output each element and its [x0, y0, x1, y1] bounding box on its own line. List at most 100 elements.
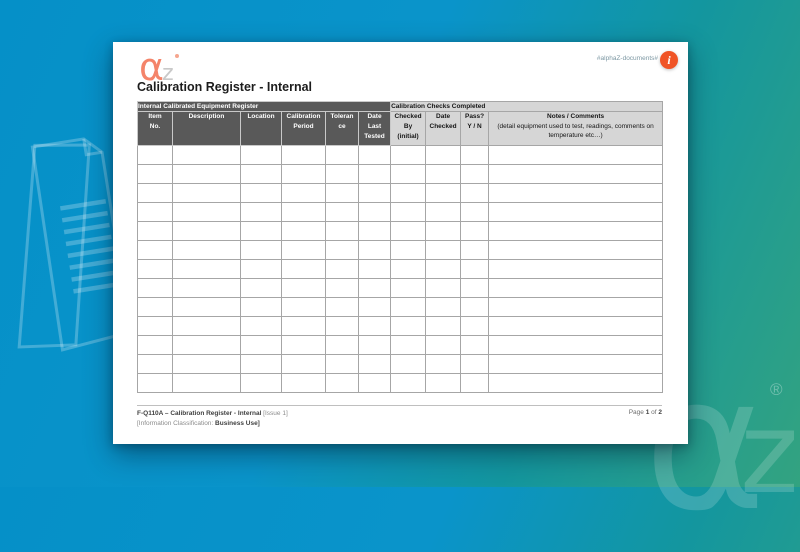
table-cell[interactable]	[390, 259, 427, 279]
table-cell[interactable]	[281, 335, 326, 355]
table-cell[interactable]	[460, 145, 490, 165]
table-cell[interactable]	[325, 297, 359, 317]
table-cell[interactable]	[325, 240, 359, 260]
table-cell[interactable]	[240, 335, 282, 355]
table-cell[interactable]	[460, 373, 490, 393]
table-cell[interactable]	[357, 316, 392, 336]
table-cell[interactable]	[357, 297, 392, 317]
table-cell[interactable]	[281, 202, 326, 222]
table-cell[interactable]	[425, 145, 462, 165]
table-cell[interactable]	[240, 221, 282, 241]
table-cell[interactable]	[488, 354, 664, 374]
table-cell[interactable]	[137, 202, 173, 222]
table-cell[interactable]	[325, 259, 359, 279]
table-cell[interactable]	[460, 335, 490, 355]
table-cell[interactable]	[425, 297, 462, 317]
table-cell[interactable]	[240, 145, 282, 165]
table-cell[interactable]	[325, 145, 359, 165]
table-cell[interactable]	[137, 335, 173, 355]
table-cell[interactable]	[460, 202, 490, 222]
table-cell[interactable]	[240, 259, 282, 279]
table-cell[interactable]	[357, 373, 392, 393]
table-cell[interactable]	[240, 297, 282, 317]
table-cell[interactable]	[390, 373, 427, 393]
table-cell[interactable]	[357, 202, 392, 222]
table-cell[interactable]	[240, 354, 282, 374]
table-cell[interactable]	[488, 202, 664, 222]
table-cell[interactable]	[425, 335, 462, 355]
table-cell[interactable]	[425, 259, 462, 279]
table-cell[interactable]	[137, 259, 173, 279]
table-cell[interactable]	[137, 221, 173, 241]
table-cell[interactable]	[425, 164, 462, 184]
table-cell[interactable]	[425, 354, 462, 374]
table-cell[interactable]	[240, 202, 282, 222]
table-cell[interactable]	[390, 240, 427, 260]
table-cell[interactable]	[325, 335, 359, 355]
table-cell[interactable]	[460, 221, 490, 241]
table-cell[interactable]	[390, 221, 427, 241]
table-cell[interactable]	[488, 259, 664, 279]
info-icon[interactable]: i	[660, 51, 678, 69]
table-cell[interactable]	[325, 221, 359, 241]
table-cell[interactable]	[460, 240, 490, 260]
table-cell[interactable]	[137, 373, 173, 393]
table-cell[interactable]	[425, 240, 462, 260]
table-cell[interactable]	[390, 183, 427, 203]
table-cell[interactable]	[357, 240, 392, 260]
table-cell[interactable]	[172, 316, 241, 336]
table-cell[interactable]	[357, 259, 392, 279]
table-cell[interactable]	[240, 183, 282, 203]
table-cell[interactable]	[390, 145, 427, 165]
table-cell[interactable]	[172, 297, 241, 317]
table-cell[interactable]	[488, 373, 664, 393]
table-cell[interactable]	[425, 221, 462, 241]
table-cell[interactable]	[281, 221, 326, 241]
table-cell[interactable]	[172, 183, 241, 203]
table-cell[interactable]	[240, 240, 282, 260]
table-cell[interactable]	[390, 354, 427, 374]
table-cell[interactable]	[460, 316, 490, 336]
table-cell[interactable]	[488, 221, 664, 241]
table-cell[interactable]	[240, 278, 282, 298]
table-cell[interactable]	[281, 145, 326, 165]
table-cell[interactable]	[460, 164, 490, 184]
table-cell[interactable]	[390, 278, 427, 298]
table-cell[interactable]	[357, 278, 392, 298]
table-cell[interactable]	[137, 297, 173, 317]
table-cell[interactable]	[488, 240, 664, 260]
table-cell[interactable]	[488, 183, 664, 203]
table-cell[interactable]	[281, 373, 326, 393]
table-cell[interactable]	[137, 183, 173, 203]
table-cell[interactable]	[460, 297, 490, 317]
table-cell[interactable]	[172, 259, 241, 279]
table-cell[interactable]	[172, 221, 241, 241]
table-cell[interactable]	[390, 297, 427, 317]
table-cell[interactable]	[281, 278, 326, 298]
table-cell[interactable]	[425, 202, 462, 222]
table-cell[interactable]	[137, 164, 173, 184]
table-cell[interactable]	[281, 354, 326, 374]
table-cell[interactable]	[488, 164, 664, 184]
table-cell[interactable]	[172, 240, 241, 260]
table-cell[interactable]	[325, 278, 359, 298]
table-cell[interactable]	[172, 164, 241, 184]
table-cell[interactable]	[172, 202, 241, 222]
table-cell[interactable]	[325, 354, 359, 374]
table-cell[interactable]	[240, 316, 282, 336]
table-cell[interactable]	[172, 335, 241, 355]
table-cell[interactable]	[390, 316, 427, 336]
table-cell[interactable]	[425, 278, 462, 298]
table-cell[interactable]	[488, 145, 664, 165]
table-cell[interactable]	[357, 183, 392, 203]
table-cell[interactable]	[357, 335, 392, 355]
table-cell[interactable]	[281, 183, 326, 203]
table-cell[interactable]	[390, 202, 427, 222]
table-cell[interactable]	[460, 278, 490, 298]
table-cell[interactable]	[460, 183, 490, 203]
table-cell[interactable]	[390, 335, 427, 355]
table-cell[interactable]	[240, 164, 282, 184]
table-cell[interactable]	[281, 164, 326, 184]
table-cell[interactable]	[137, 316, 173, 336]
table-cell[interactable]	[172, 354, 241, 374]
